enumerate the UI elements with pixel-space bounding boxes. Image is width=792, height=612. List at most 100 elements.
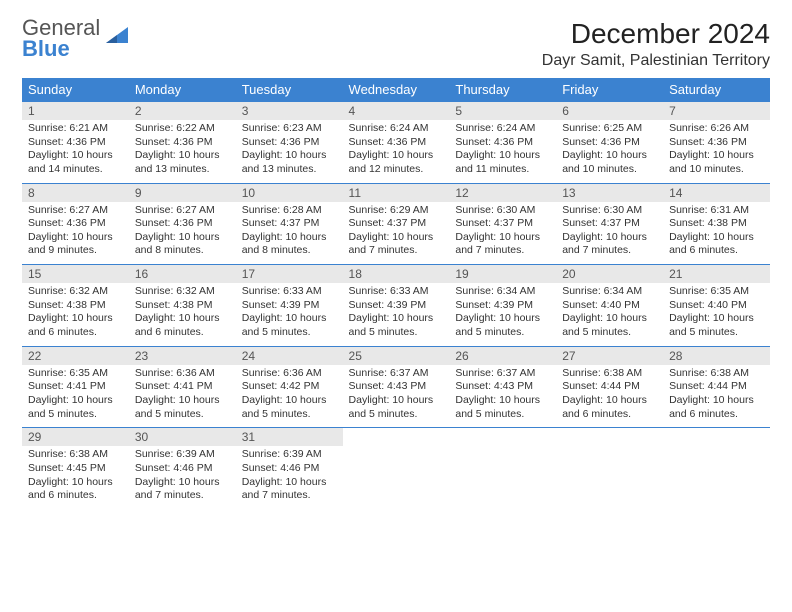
calendar-day-cell: 8Sunrise: 6:27 AMSunset: 4:36 PMDaylight… (22, 183, 129, 265)
daylight-text-1: Daylight: 10 hours (135, 394, 230, 408)
sunrise-text: Sunrise: 6:38 AM (669, 367, 764, 381)
daylight-text-1: Daylight: 10 hours (349, 312, 444, 326)
calendar-week-row: 15Sunrise: 6:32 AMSunset: 4:38 PMDayligh… (22, 265, 770, 347)
calendar-week-row: 8Sunrise: 6:27 AMSunset: 4:36 PMDaylight… (22, 183, 770, 265)
calendar-day-cell: 18Sunrise: 6:33 AMSunset: 4:39 PMDayligh… (343, 265, 450, 347)
day-details: Sunrise: 6:36 AMSunset: 4:42 PMDaylight:… (236, 365, 343, 428)
daylight-text-2: and 5 minutes. (242, 408, 337, 422)
weekday-header: Wednesday (343, 78, 450, 102)
calendar-day-cell: 17Sunrise: 6:33 AMSunset: 4:39 PMDayligh… (236, 265, 343, 347)
calendar-day-cell: 20Sunrise: 6:34 AMSunset: 4:40 PMDayligh… (556, 265, 663, 347)
day-details: Sunrise: 6:31 AMSunset: 4:38 PMDaylight:… (663, 202, 770, 265)
day-details: Sunrise: 6:25 AMSunset: 4:36 PMDaylight:… (556, 120, 663, 183)
day-details: Sunrise: 6:34 AMSunset: 4:39 PMDaylight:… (449, 283, 556, 346)
weekday-header: Sunday (22, 78, 129, 102)
day-number: 28 (663, 347, 770, 365)
daylight-text-1: Daylight: 10 hours (28, 312, 123, 326)
sunset-text: Sunset: 4:37 PM (242, 217, 337, 231)
sunset-text: Sunset: 4:36 PM (242, 136, 337, 150)
daylight-text-1: Daylight: 10 hours (562, 149, 657, 163)
day-details: Sunrise: 6:27 AMSunset: 4:36 PMDaylight:… (22, 202, 129, 265)
calendar-day-cell (556, 428, 663, 509)
weekday-header: Friday (556, 78, 663, 102)
calendar-day-cell: 14Sunrise: 6:31 AMSunset: 4:38 PMDayligh… (663, 183, 770, 265)
daylight-text-1: Daylight: 10 hours (562, 231, 657, 245)
calendar-day-cell: 29Sunrise: 6:38 AMSunset: 4:45 PMDayligh… (22, 428, 129, 509)
sunset-text: Sunset: 4:37 PM (562, 217, 657, 231)
day-details: Sunrise: 6:39 AMSunset: 4:46 PMDaylight:… (129, 446, 236, 509)
daylight-text-2: and 7 minutes. (135, 489, 230, 503)
day-number: 6 (556, 102, 663, 120)
day-details: Sunrise: 6:34 AMSunset: 4:40 PMDaylight:… (556, 283, 663, 346)
sunrise-text: Sunrise: 6:27 AM (135, 204, 230, 218)
sunrise-text: Sunrise: 6:29 AM (349, 204, 444, 218)
sunset-text: Sunset: 4:46 PM (242, 462, 337, 476)
daylight-text-2: and 6 minutes. (28, 326, 123, 340)
sunset-text: Sunset: 4:38 PM (669, 217, 764, 231)
day-details: Sunrise: 6:21 AMSunset: 4:36 PMDaylight:… (22, 120, 129, 183)
daylight-text-1: Daylight: 10 hours (562, 312, 657, 326)
calendar-day-cell: 5Sunrise: 6:24 AMSunset: 4:36 PMDaylight… (449, 102, 556, 184)
sunset-text: Sunset: 4:36 PM (28, 217, 123, 231)
day-number: 13 (556, 184, 663, 202)
calendar-day-cell: 6Sunrise: 6:25 AMSunset: 4:36 PMDaylight… (556, 102, 663, 184)
calendar-day-cell: 30Sunrise: 6:39 AMSunset: 4:46 PMDayligh… (129, 428, 236, 509)
sunset-text: Sunset: 4:38 PM (135, 299, 230, 313)
sunrise-text: Sunrise: 6:28 AM (242, 204, 337, 218)
sunset-text: Sunset: 4:41 PM (28, 380, 123, 394)
calendar-day-cell: 11Sunrise: 6:29 AMSunset: 4:37 PMDayligh… (343, 183, 450, 265)
calendar-day-cell (663, 428, 770, 509)
day-details: Sunrise: 6:29 AMSunset: 4:37 PMDaylight:… (343, 202, 450, 265)
calendar-day-cell: 7Sunrise: 6:26 AMSunset: 4:36 PMDaylight… (663, 102, 770, 184)
calendar-day-cell: 27Sunrise: 6:38 AMSunset: 4:44 PMDayligh… (556, 346, 663, 428)
sunset-text: Sunset: 4:37 PM (349, 217, 444, 231)
calendar-day-cell: 16Sunrise: 6:32 AMSunset: 4:38 PMDayligh… (129, 265, 236, 347)
day-details: Sunrise: 6:38 AMSunset: 4:45 PMDaylight:… (22, 446, 129, 509)
sunrise-text: Sunrise: 6:39 AM (242, 448, 337, 462)
day-number: 31 (236, 428, 343, 446)
sunrise-text: Sunrise: 6:34 AM (455, 285, 550, 299)
sunrise-text: Sunrise: 6:31 AM (669, 204, 764, 218)
daylight-text-2: and 11 minutes. (455, 163, 550, 177)
sunrise-text: Sunrise: 6:27 AM (28, 204, 123, 218)
day-details: Sunrise: 6:37 AMSunset: 4:43 PMDaylight:… (449, 365, 556, 428)
sunset-text: Sunset: 4:46 PM (135, 462, 230, 476)
calendar-day-cell: 1Sunrise: 6:21 AMSunset: 4:36 PMDaylight… (22, 102, 129, 184)
month-title: December 2024 (542, 18, 770, 50)
day-details: Sunrise: 6:24 AMSunset: 4:36 PMDaylight:… (343, 120, 450, 183)
sunset-text: Sunset: 4:39 PM (455, 299, 550, 313)
daylight-text-1: Daylight: 10 hours (242, 394, 337, 408)
daylight-text-1: Daylight: 10 hours (135, 476, 230, 490)
title-block: December 2024 Dayr Samit, Palestinian Te… (542, 18, 770, 70)
calendar-day-cell: 15Sunrise: 6:32 AMSunset: 4:38 PMDayligh… (22, 265, 129, 347)
daylight-text-1: Daylight: 10 hours (349, 231, 444, 245)
daylight-text-2: and 5 minutes. (28, 408, 123, 422)
calendar-day-cell: 25Sunrise: 6:37 AMSunset: 4:43 PMDayligh… (343, 346, 450, 428)
day-details: Sunrise: 6:32 AMSunset: 4:38 PMDaylight:… (129, 283, 236, 346)
daylight-text-2: and 7 minutes. (242, 489, 337, 503)
sunrise-text: Sunrise: 6:38 AM (28, 448, 123, 462)
sunset-text: Sunset: 4:44 PM (562, 380, 657, 394)
daylight-text-2: and 5 minutes. (349, 408, 444, 422)
day-number: 29 (22, 428, 129, 446)
sunrise-text: Sunrise: 6:32 AM (135, 285, 230, 299)
daylight-text-2: and 6 minutes. (562, 408, 657, 422)
day-number: 10 (236, 184, 343, 202)
daylight-text-2: and 8 minutes. (242, 244, 337, 258)
calendar-day-cell: 9Sunrise: 6:27 AMSunset: 4:36 PMDaylight… (129, 183, 236, 265)
calendar-day-cell: 2Sunrise: 6:22 AMSunset: 4:36 PMDaylight… (129, 102, 236, 184)
sunset-text: Sunset: 4:43 PM (455, 380, 550, 394)
calendar-day-cell: 3Sunrise: 6:23 AMSunset: 4:36 PMDaylight… (236, 102, 343, 184)
day-number: 20 (556, 265, 663, 283)
daylight-text-2: and 5 minutes. (562, 326, 657, 340)
daylight-text-1: Daylight: 10 hours (28, 231, 123, 245)
day-number: 22 (22, 347, 129, 365)
sunset-text: Sunset: 4:36 PM (28, 136, 123, 150)
logo: General Blue (22, 18, 132, 60)
daylight-text-2: and 6 minutes. (669, 408, 764, 422)
day-details: Sunrise: 6:32 AMSunset: 4:38 PMDaylight:… (22, 283, 129, 346)
day-details: Sunrise: 6:33 AMSunset: 4:39 PMDaylight:… (236, 283, 343, 346)
sunrise-text: Sunrise: 6:30 AM (562, 204, 657, 218)
daylight-text-2: and 6 minutes. (135, 326, 230, 340)
calendar-day-cell (449, 428, 556, 509)
